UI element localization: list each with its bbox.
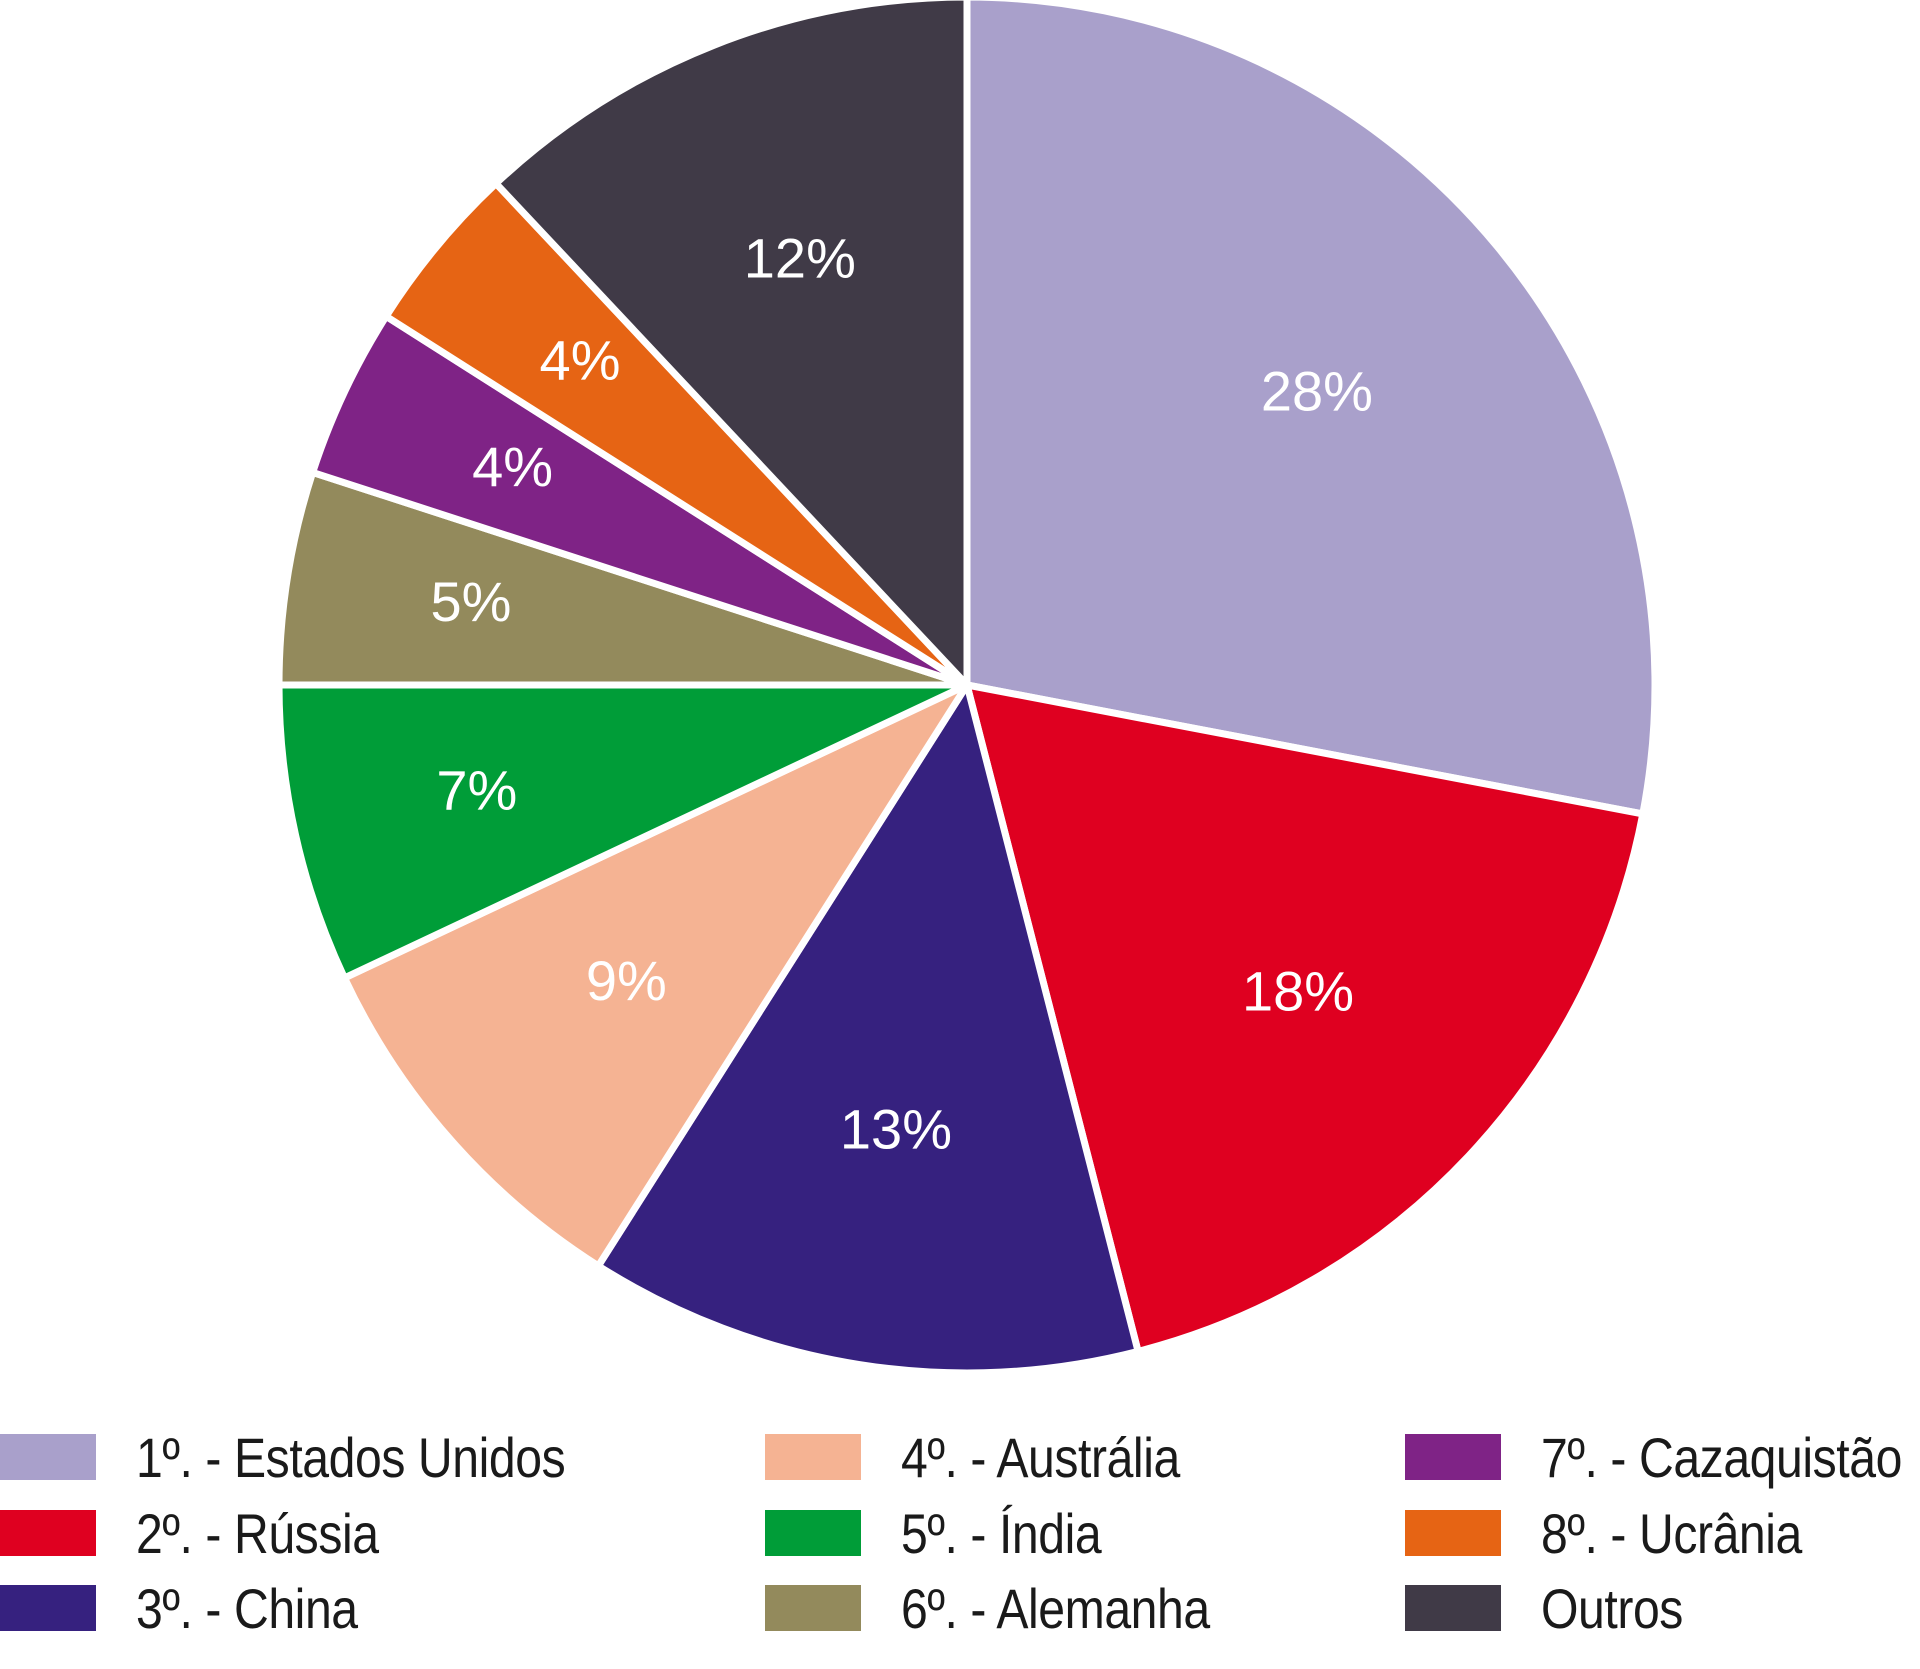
- legend-label: 1º. - Estados Unidos: [136, 1425, 566, 1489]
- slice-label-6: 4%: [472, 435, 553, 498]
- legend-label: 4º. - Austrália: [901, 1425, 1180, 1489]
- slice-label-5: 5%: [430, 570, 511, 633]
- legend-item-3: 4º. - Austrália: [765, 1425, 1225, 1489]
- legend-swatch: [765, 1434, 861, 1480]
- legend-swatch: [1405, 1434, 1501, 1480]
- pie-slice-4: [275, 681, 971, 982]
- legend-label: 6º. - Alemanha: [901, 1576, 1210, 1640]
- legend-item-0: 1º. - Estados Unidos: [0, 1425, 635, 1489]
- legend-item-7: 8º. - Ucrânia: [1405, 1501, 1844, 1565]
- legend-item-4: 5º. - Índia: [765, 1501, 1134, 1565]
- slice-label-8: 12%: [744, 227, 856, 290]
- legend-label: 3º. - China: [136, 1576, 358, 1640]
- slice-label-2: 13%: [840, 1097, 952, 1160]
- pie-slice-1: [963, 681, 1647, 1355]
- legend-swatch: [1405, 1585, 1501, 1631]
- legend-label: 2º. - Rússia: [136, 1501, 379, 1565]
- legend-swatch: [0, 1434, 96, 1480]
- slice-label-7: 4%: [540, 329, 621, 392]
- legend-swatch: [1405, 1510, 1501, 1556]
- legend-label: 8º. - Ucrânia: [1541, 1501, 1802, 1565]
- legend-swatch: [765, 1585, 861, 1631]
- legend-swatch: [0, 1585, 96, 1631]
- legend-label: 7º. - Cazaquistão: [1541, 1425, 1902, 1489]
- pie-slice-labels: 28% 18% 13% 9% 7% 5% 4% 4% 12%: [430, 227, 1372, 1161]
- legend-item-6: 7º. - Cazaquistão: [1405, 1425, 1920, 1489]
- legend-item-5: 6º. - Alemanha: [765, 1576, 1260, 1640]
- slice-label-3: 9%: [586, 949, 667, 1012]
- legend-label: 5º. - Índia: [901, 1501, 1102, 1565]
- legend-item-1: 2º. - Rússia: [0, 1501, 418, 1565]
- pie-slice-0: [963, 0, 1659, 818]
- pie-slice-2: [594, 681, 1142, 1377]
- slice-label-0: 28%: [1261, 359, 1373, 422]
- legend-label: Outros: [1541, 1576, 1683, 1640]
- legend-item-8: Outros: [1405, 1576, 1706, 1640]
- legend-item-2: 3º. - China: [0, 1576, 394, 1640]
- legend-swatch: [765, 1510, 861, 1556]
- legend-swatch: [0, 1510, 96, 1556]
- pie-slice-8: [492, 0, 971, 689]
- slice-label-4: 7%: [436, 758, 517, 821]
- slice-label-1: 18%: [1242, 960, 1354, 1023]
- pie-slices: [275, 0, 1659, 1377]
- pie-slice-3: [340, 681, 971, 1270]
